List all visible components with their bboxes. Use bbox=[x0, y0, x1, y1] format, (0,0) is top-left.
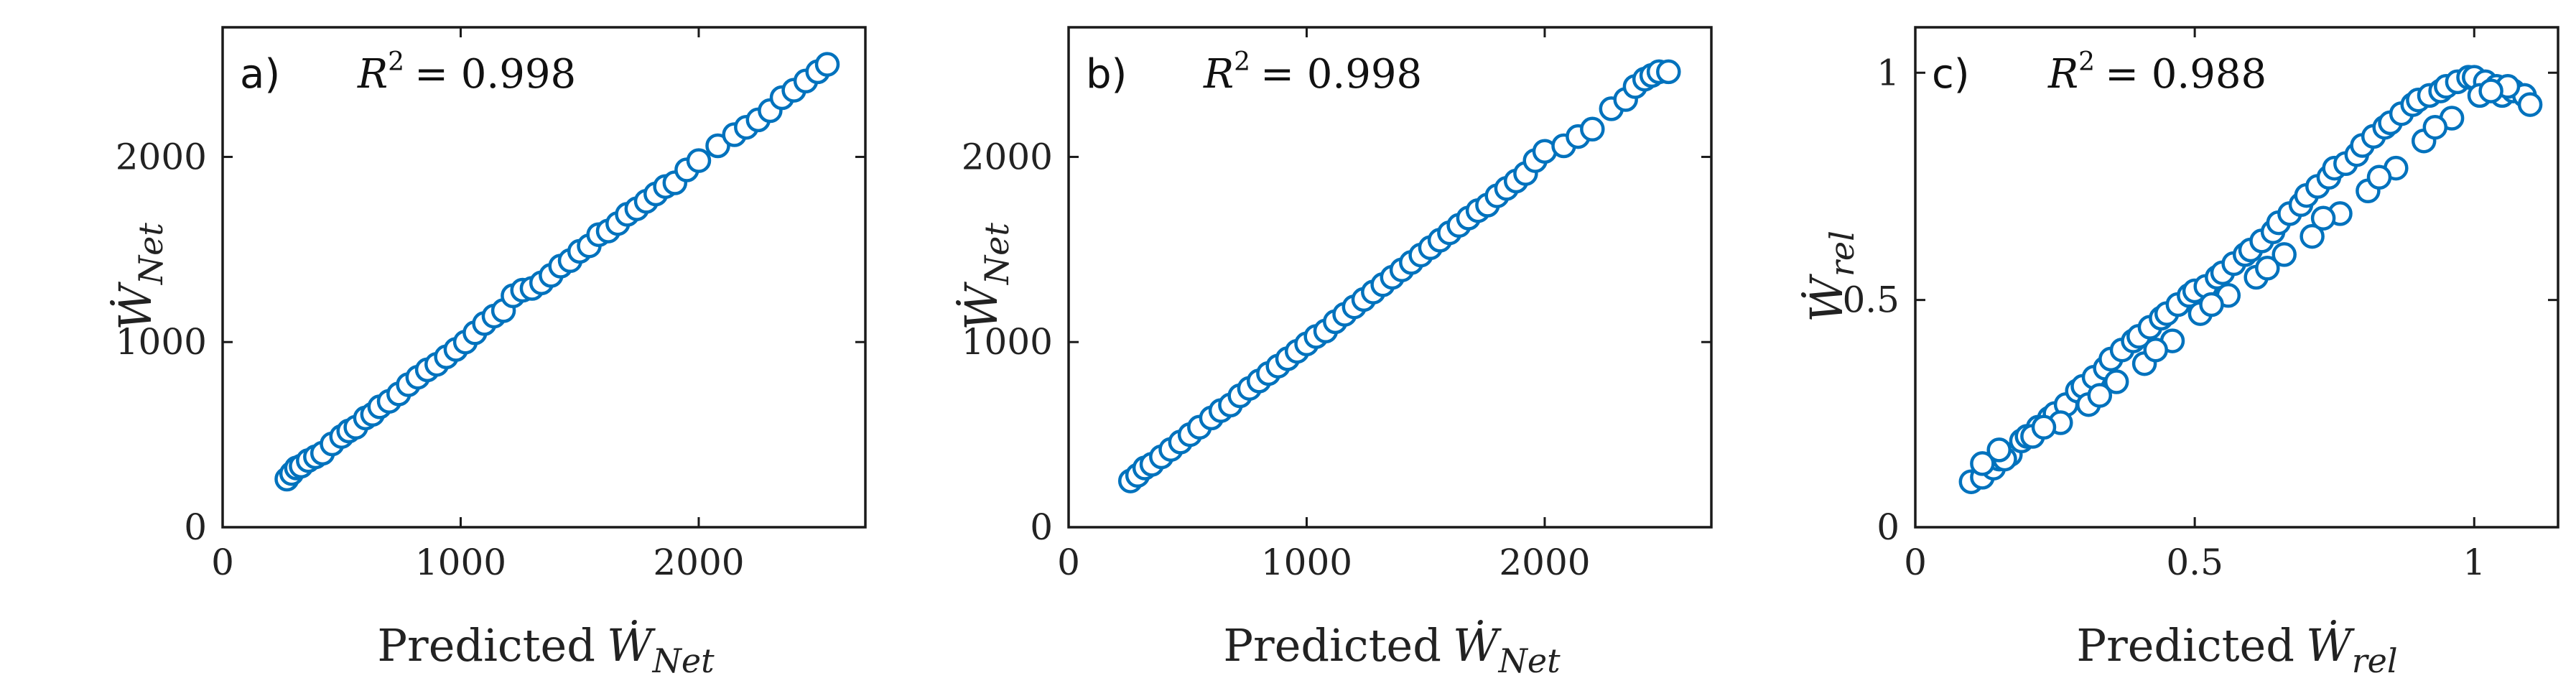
x-tick-label: 0 bbox=[1057, 542, 1080, 583]
y-axis-label-c: Ẇrel bbox=[1800, 231, 1861, 323]
x-axis-label-c: Predicted Ẇrel bbox=[2076, 619, 2397, 680]
plot-frame-b bbox=[1067, 26, 1713, 529]
data-point bbox=[705, 133, 730, 159]
ticks-a: 0 1000 2000 0 1000 2000 bbox=[116, 27, 865, 583]
data-point bbox=[2422, 114, 2448, 140]
data-point bbox=[1986, 437, 2012, 463]
x-tick-label: 0.5 bbox=[2166, 542, 2223, 583]
panel-letter-a: a) bbox=[240, 51, 280, 98]
plot-frame-a bbox=[221, 26, 867, 529]
panel-letter-b: b) bbox=[1086, 51, 1127, 98]
panel-letter-c: c) bbox=[1932, 51, 1970, 98]
y-tick-label: 0 bbox=[1877, 506, 1900, 548]
r2-annotation-c: R2 = 0.988 bbox=[2047, 47, 2266, 98]
r2-annotation-b: R2 = 0.998 bbox=[1203, 47, 1422, 98]
data-point bbox=[2517, 92, 2543, 117]
y-tick-label: 0 bbox=[1030, 506, 1053, 548]
data-point bbox=[2366, 164, 2392, 190]
panel-c: c) R2 = 0.988 0 0.5 1 0 0.5 1 Predicted Ẇrel Ẇr… bbox=[1800, 26, 2559, 680]
y-tick-label: 1 bbox=[1877, 52, 1900, 93]
x-tick-label: 0 bbox=[211, 542, 234, 583]
y-tick-label: 1000 bbox=[962, 321, 1053, 363]
y-tick-label: 2000 bbox=[116, 136, 207, 177]
plot-frame-c bbox=[1914, 26, 2559, 529]
points-c bbox=[1958, 65, 2543, 494]
data-point bbox=[2199, 292, 2224, 317]
data-point bbox=[2300, 223, 2325, 249]
x-tick-label: 1000 bbox=[415, 542, 506, 583]
data-point bbox=[1970, 451, 1995, 476]
data-point bbox=[2255, 256, 2280, 281]
data-point bbox=[2310, 205, 2336, 231]
data-point bbox=[2478, 78, 2503, 103]
x-tick-label: 1 bbox=[2463, 542, 2486, 583]
data-point bbox=[814, 52, 840, 77]
y-axis-label-b: ẆNet bbox=[955, 223, 1016, 330]
data-point bbox=[1656, 59, 1681, 85]
y-tick-label: 0.5 bbox=[1842, 279, 1900, 321]
data-point bbox=[2143, 337, 2168, 363]
panel-b: b) R2 = 0.998 0 1000 2000 0 1000 2000 Predicte… bbox=[955, 26, 1713, 680]
y-tick-label: 0 bbox=[184, 506, 207, 548]
x-tick-label: 2000 bbox=[1499, 542, 1590, 583]
points-a bbox=[274, 52, 840, 492]
data-point bbox=[1580, 116, 1605, 142]
data-point bbox=[2031, 414, 2057, 440]
x-tick-label: 2000 bbox=[653, 542, 744, 583]
x-tick-label: 1000 bbox=[1261, 542, 1352, 583]
panel-a: a) R2 = 0.998 0 1000 2000 0 1000 2000 Predicte… bbox=[109, 26, 867, 680]
ticks-b: 0 1000 2000 0 1000 2000 bbox=[962, 27, 1711, 583]
data-point bbox=[2087, 383, 2113, 408]
ticks-c: 0 0.5 1 0 0.5 1 bbox=[1842, 27, 2558, 583]
data-point bbox=[2103, 369, 2129, 394]
y-axis-label-a: ẆNet bbox=[109, 223, 170, 330]
r2-annotation-a: R2 = 0.998 bbox=[357, 47, 576, 98]
points-b bbox=[1117, 59, 1681, 493]
y-tick-label: 1000 bbox=[116, 321, 207, 363]
y-tick-label: 2000 bbox=[962, 136, 1053, 177]
x-axis-label-a: Predicted ẆNet bbox=[377, 619, 715, 680]
data-point bbox=[2272, 242, 2297, 267]
x-axis-label-b: Predicted ẆNet bbox=[1223, 619, 1561, 680]
data-point bbox=[686, 148, 712, 173]
x-tick-label: 0 bbox=[1904, 542, 1927, 583]
